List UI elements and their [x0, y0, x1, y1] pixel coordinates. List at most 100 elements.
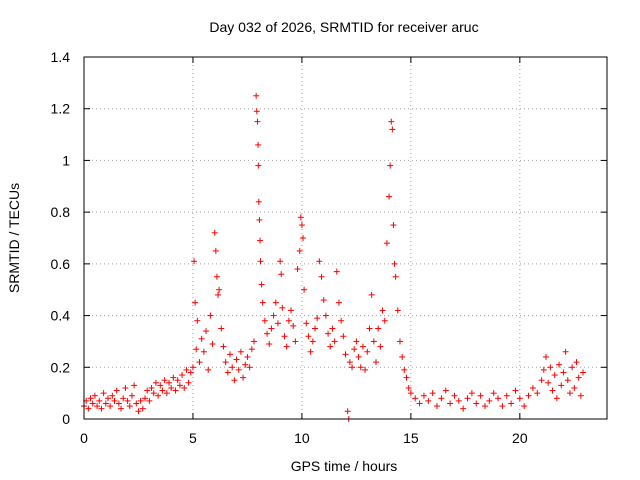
data-point [215, 291, 222, 298]
data-point [168, 384, 175, 391]
grid-lines [84, 57, 607, 419]
data-point [338, 317, 345, 324]
data-point [556, 361, 563, 368]
data-point [580, 369, 587, 376]
data-point [320, 297, 327, 304]
data-point [512, 387, 519, 394]
data-point [377, 343, 384, 350]
data-point [253, 92, 260, 99]
data-point [477, 392, 484, 399]
data-point [283, 343, 290, 350]
data-point [357, 364, 364, 371]
data-point [233, 356, 240, 363]
data-point [344, 408, 351, 415]
y-tick-label: 0.4 [51, 308, 71, 324]
data-point [305, 333, 312, 340]
data-point [152, 379, 159, 386]
data-point [229, 364, 236, 371]
data-point [264, 330, 271, 337]
data-point [111, 397, 118, 404]
data-point [388, 118, 395, 125]
y-tick-label: 0.6 [51, 256, 71, 272]
data-point [386, 193, 393, 200]
data-point [290, 322, 297, 329]
data-point [342, 351, 349, 358]
data-point [240, 374, 247, 381]
data-point [98, 405, 105, 412]
data-point [146, 397, 153, 404]
data-point [257, 258, 264, 265]
data-point [126, 403, 133, 410]
data-point [499, 403, 506, 410]
data-point [464, 395, 471, 402]
data-point [373, 359, 380, 366]
data-point [460, 405, 467, 412]
y-tick-label: 0.8 [51, 204, 71, 220]
x-tick-label: 0 [80, 430, 88, 446]
data-point [135, 408, 142, 415]
data-point [392, 273, 399, 280]
data-point [163, 390, 170, 397]
data-point [255, 141, 262, 148]
data-point [200, 348, 207, 355]
data-point [266, 341, 273, 348]
data-point [256, 216, 263, 223]
data-point [300, 235, 307, 241]
data-point [353, 338, 360, 345]
data-point [259, 299, 266, 306]
data-point [191, 258, 198, 265]
data-point [211, 229, 218, 236]
data-point [416, 400, 423, 407]
data-point [396, 338, 403, 345]
data-point [547, 364, 554, 371]
data-point [362, 366, 369, 373]
data-point [447, 400, 454, 407]
data-point [268, 325, 275, 332]
data-point [257, 237, 264, 244]
data-point [137, 397, 144, 404]
data-point [131, 382, 138, 389]
data-point [115, 400, 122, 407]
data-point [516, 395, 523, 402]
data-point [150, 390, 157, 397]
data-point [311, 325, 318, 332]
data-point [198, 335, 205, 342]
data-point [213, 273, 220, 280]
data-point [438, 395, 445, 402]
data-point [250, 338, 257, 345]
data-point [534, 390, 541, 397]
data-point [562, 348, 569, 355]
y-tick-label: 1.2 [51, 101, 71, 117]
data-point [203, 328, 210, 335]
data-point [104, 395, 111, 402]
data-point [253, 108, 260, 115]
data-point [174, 377, 181, 384]
data-point [194, 317, 201, 324]
plot-frame [83, 56, 608, 420]
data-point [351, 346, 358, 353]
data-point [549, 387, 556, 394]
data-point [227, 351, 234, 358]
data-point [333, 268, 340, 275]
data-point [387, 162, 394, 169]
data-point [277, 258, 284, 265]
data-point [390, 222, 397, 229]
data-point [429, 390, 436, 397]
data-point [346, 359, 353, 366]
y-tick-label: 0 [62, 411, 70, 427]
data-point [128, 392, 135, 399]
x-tick-label: 10 [294, 430, 310, 446]
y-axis-label: SRMTID / TECUs [6, 183, 22, 293]
data-point [237, 348, 244, 355]
data-point [307, 348, 314, 355]
data-point [255, 162, 262, 169]
data-point [364, 348, 371, 355]
data-point [185, 379, 192, 386]
data-point [486, 397, 493, 404]
data-point [272, 299, 279, 306]
data-point [161, 377, 168, 384]
data-point [181, 384, 188, 391]
data-point [189, 364, 196, 371]
y-axis-ticks: 0 0.2 0.4 0.6 0.8 1 1.2 1.4 [51, 49, 607, 427]
